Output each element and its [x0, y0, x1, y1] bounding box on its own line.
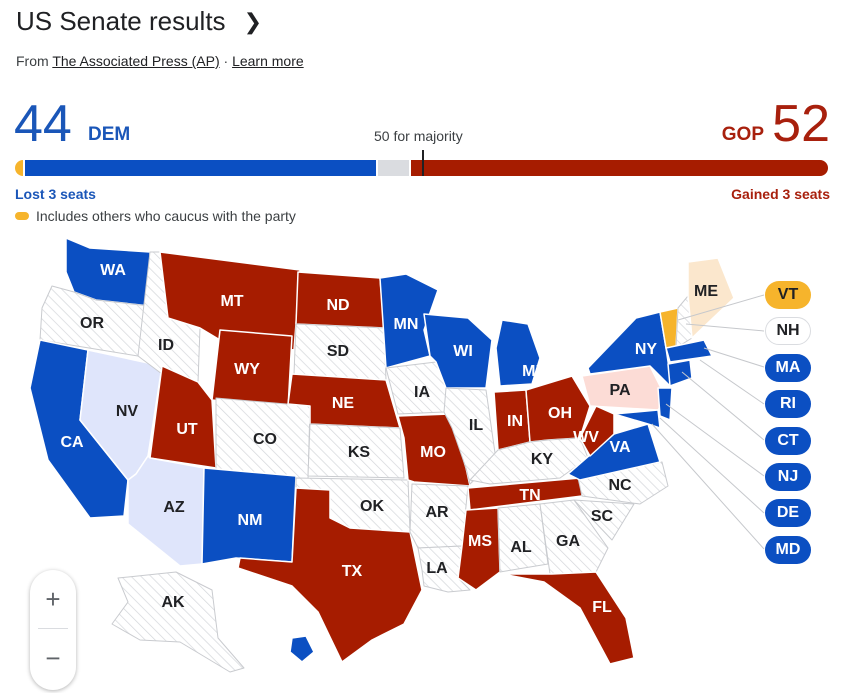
state-label-nm: NM — [238, 512, 263, 529]
source-link[interactable]: The Associated Press (AP) — [52, 53, 220, 69]
state-label-ar: AR — [425, 504, 449, 521]
state-label-nd: ND — [326, 297, 349, 314]
state-label-tn: TN — [519, 487, 540, 504]
state-label-wv: WV — [573, 429, 599, 446]
source-separator: · — [219, 53, 233, 69]
state-label-mn: MN — [394, 316, 419, 333]
bar-segment-gop — [411, 160, 828, 176]
page-title: US Senate results — [16, 6, 226, 36]
state-SC[interactable] — [573, 499, 635, 541]
state-label-ky: KY — [531, 451, 554, 468]
state-label-mi: MI — [522, 363, 540, 380]
state-label-oh: OH — [548, 405, 572, 422]
dem-label: DEM — [88, 124, 131, 145]
dem-seat-count: 44 — [14, 95, 72, 153]
state-label-ny: NY — [635, 341, 658, 358]
state-label-sd: SD — [327, 343, 349, 360]
state-FL[interactable] — [501, 571, 635, 665]
callout-pill-md[interactable]: MD — [765, 535, 811, 564]
learn-more-link[interactable]: Learn more — [232, 53, 304, 69]
callout-pill-ma[interactable]: MA — [765, 353, 811, 382]
state-label-co: CO — [253, 431, 277, 448]
state-TX[interactable] — [237, 487, 423, 663]
source-prefix: From — [16, 53, 53, 69]
callout-pill-ri[interactable]: RI — [765, 390, 811, 419]
callout-leader-lines — [651, 294, 765, 550]
zoom-in-button[interactable]: + — [45, 583, 61, 614]
state-label-sc: SC — [591, 508, 614, 525]
state-NJ[interactable] — [657, 387, 673, 421]
majority-marker — [422, 150, 424, 176]
state-IL[interactable] — [443, 387, 497, 485]
callout-pill-nj[interactable]: NJ — [765, 463, 811, 491]
majority-label: 50 for majority — [374, 128, 463, 144]
state-label-ok: OK — [360, 498, 384, 515]
source-line: From The Associated Press (AP) · Learn m… — [16, 53, 304, 69]
caucus-legend-swatch — [15, 212, 29, 220]
callout-pill-nh[interactable]: NH — [765, 317, 811, 346]
state-label-la: LA — [426, 560, 448, 577]
state-GA[interactable] — [539, 499, 609, 575]
state-label-il: IL — [469, 417, 483, 434]
state-label-in: IN — [507, 413, 523, 430]
state-label-tx: TX — [342, 563, 363, 580]
callout-pill-vt[interactable]: VT — [765, 281, 811, 309]
state-label-mo: MO — [420, 444, 446, 461]
gop-label: GOP — [721, 124, 764, 145]
state-MI[interactable] — [495, 319, 541, 387]
state-label-ut: UT — [176, 421, 198, 438]
state-label-pa: PA — [609, 382, 630, 399]
state-label-wa: WA — [100, 262, 126, 279]
state-MD[interactable] — [613, 409, 661, 429]
us-map: WA OR CA NV ID MT WY UT AZ CO NM ND SD NE KS OK TX MN IA MO… — [29, 237, 765, 673]
bar-segment-dem — [24, 160, 377, 176]
state-label-or: OR — [80, 315, 104, 332]
callout-pill-de[interactable]: DE — [765, 499, 811, 528]
state-label-mt: MT — [220, 293, 243, 310]
state-MA[interactable] — [665, 339, 713, 363]
state-label-ak: AK — [161, 594, 185, 611]
state-label-wi: WI — [453, 343, 473, 360]
chevron-right-icon[interactable]: ❯ — [243, 8, 262, 34]
state-label-ks: KS — [348, 444, 371, 461]
state-AK[interactable] — [111, 571, 245, 673]
state-ME[interactable] — [687, 257, 735, 339]
state-CT[interactable] — [667, 359, 693, 387]
state-label-me: ME — [694, 283, 718, 300]
zoom-control: + − — [30, 570, 76, 690]
state-label-id: ID — [158, 337, 174, 354]
state-label-az: AZ — [163, 499, 185, 516]
caucus-legend-text: Includes others who caucus with the part… — [36, 208, 296, 224]
state-KS[interactable] — [307, 423, 405, 479]
state-HI[interactable] — [289, 635, 315, 663]
state-label-al: AL — [510, 539, 532, 556]
caucus-legend: Includes others who caucus with the part… — [15, 208, 296, 224]
state-label-ia: IA — [414, 384, 430, 401]
state-label-hi: HI — [260, 641, 276, 658]
state-WI[interactable] — [423, 313, 493, 389]
state-WV[interactable] — [579, 405, 615, 457]
bar-segment-others — [15, 160, 23, 176]
header: US Senate results ❯ — [16, 6, 262, 37]
state-labels: WA OR CA NV ID MT WY UT AZ CO NM ND SD NE KS OK TX MN IA MO… — [60, 262, 718, 658]
state-AL[interactable] — [497, 503, 549, 573]
callout-pill-ct[interactable]: CT — [765, 426, 811, 455]
state-label-fl: FL — [592, 599, 612, 616]
gop-seat-change: Gained 3 seats — [731, 186, 830, 202]
gop-seat-count: 52 — [772, 95, 830, 153]
state-label-wy: WY — [234, 361, 260, 378]
state-label-ga: GA — [556, 533, 580, 550]
state-label-ne: NE — [332, 395, 355, 412]
state-label-nc: NC — [608, 477, 632, 494]
state-label-ca: CA — [60, 434, 84, 451]
state-UT[interactable] — [149, 365, 217, 469]
state-label-nv: NV — [116, 403, 139, 420]
zoom-out-button[interactable]: − — [45, 642, 61, 673]
state-label-va: VA — [609, 439, 630, 456]
dem-seat-change: Lost 3 seats — [15, 186, 96, 202]
zoom-divider — [38, 628, 68, 629]
seat-balance-bar — [15, 160, 830, 176]
state-label-ms: MS — [468, 533, 492, 550]
bar-segment-undecided — [378, 160, 410, 176]
